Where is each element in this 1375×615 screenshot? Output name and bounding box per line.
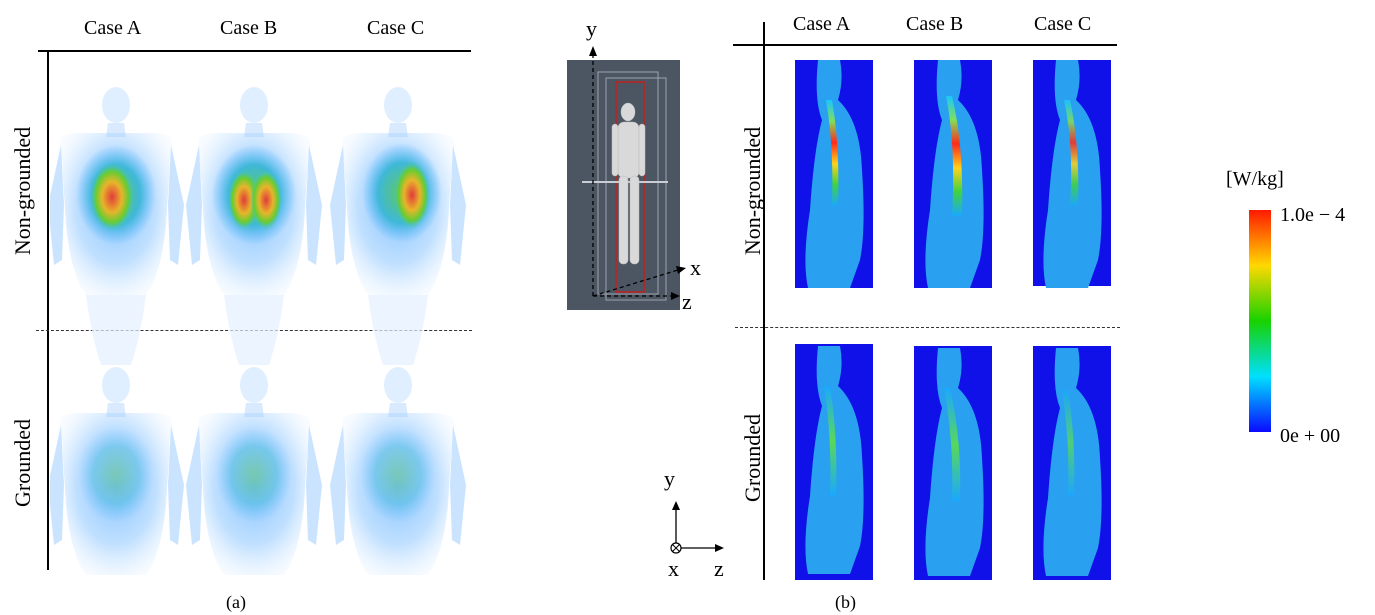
panel-b-header-rule — [733, 44, 1117, 46]
panel-b-row-rule — [763, 22, 765, 580]
model-3d-view — [567, 46, 686, 310]
panel-a-row-label-non-grounded: Non-grounded — [10, 126, 35, 256]
sagittal-map-c-nongrounded — [1033, 60, 1111, 288]
sagittal-map-a-grounded — [795, 344, 873, 580]
sagittal-map-b-grounded — [914, 346, 992, 580]
sagittal-map-a-nongrounded — [795, 60, 873, 288]
torso-map-c-nongrounded — [330, 87, 466, 365]
panel-a-row-rule — [47, 50, 49, 570]
panel-b-header-case-c: Case C — [1034, 13, 1092, 35]
torso-map-a-grounded — [50, 367, 184, 575]
model-axis-y-label: y — [586, 16, 597, 41]
torso-map-b-grounded — [186, 367, 322, 575]
panel-b-axis-x-label: x — [668, 556, 679, 581]
sagittal-map-c-grounded — [1033, 346, 1111, 580]
panel-b-row-label-grounded: Grounded — [740, 414, 765, 502]
colorbar-max-label: 1.0e − 4 — [1280, 204, 1346, 226]
panel-a-torso-maps — [50, 87, 466, 575]
panel-a-row-label-grounded: Grounded — [10, 419, 35, 507]
colorbar-min-label: 0e + 00 — [1280, 425, 1341, 447]
panel-a-caption: (a) — [226, 592, 246, 612]
panel-b-header-case-a: Case A — [793, 13, 851, 35]
model-axis-x-label: x — [690, 255, 701, 280]
panel-a-header-case-b: Case B — [220, 17, 278, 39]
panel-b-caption: (b) — [835, 592, 856, 612]
torso-map-c-grounded — [330, 367, 466, 575]
model-axis-z-label: z — [682, 289, 692, 314]
torso-map-b-nongrounded — [186, 87, 322, 365]
panel-a-header-case-c: Case C — [367, 17, 425, 39]
panel-b-row-divider — [735, 327, 1120, 328]
panel-b-header-case-b: Case B — [906, 13, 964, 35]
torso-map-a-nongrounded — [50, 87, 184, 365]
panel-b-row-label-non-grounded: Non-grounded — [740, 126, 765, 256]
sagittal-map-b-nongrounded — [914, 60, 992, 288]
panel-a-header-case-a: Case A — [84, 17, 142, 39]
panel-b-axis-indicator — [670, 501, 724, 554]
panel-b-sagittal-maps — [795, 60, 1111, 580]
panel-a-header-rule — [38, 50, 471, 52]
panel-b-axis-z-label: z — [714, 556, 724, 581]
colorbar-unit: [W/kg] — [1226, 168, 1284, 190]
panel-b-axis-y-label: y — [664, 466, 675, 491]
colorbar-gradient — [1249, 210, 1271, 432]
